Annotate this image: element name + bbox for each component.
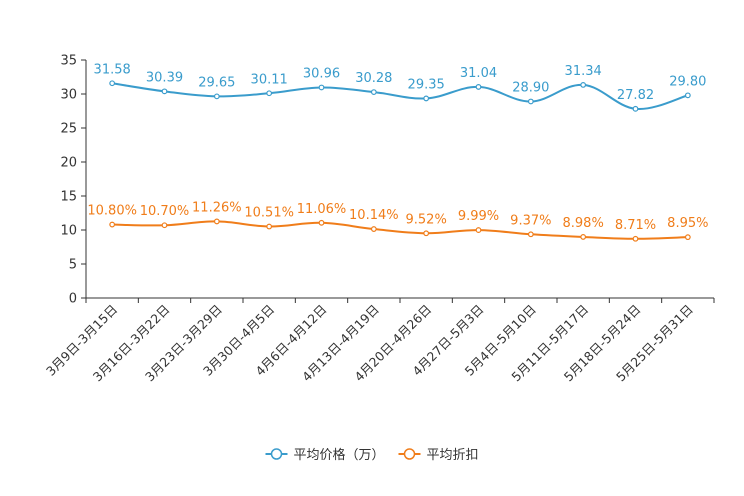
legend-item-1[interactable]: 平均价格（万） — [265, 447, 385, 463]
data-label: 28.90 — [512, 80, 549, 95]
series-line — [112, 82, 689, 110]
series-line — [112, 220, 688, 240]
data-label: 8.71% — [615, 218, 656, 233]
y-tick-label: 5 — [69, 258, 77, 273]
data-label: 29.35 — [408, 77, 445, 92]
data-label: 10.70% — [140, 204, 190, 219]
data-point[interactable] — [318, 219, 325, 226]
data-point[interactable] — [266, 223, 273, 230]
data-label: 31.04 — [460, 66, 497, 81]
series-1: 31.58 30.39 29.65 30.11 30.96 30.28 29.35 31.04… — [94, 62, 706, 112]
data-point[interactable] — [161, 88, 168, 95]
data-point[interactable] — [370, 89, 377, 95]
y-tick-label: 10 — [60, 224, 77, 239]
data-point[interactable] — [370, 226, 377, 232]
y-tick-label: 20 — [60, 156, 77, 171]
series-2: 10.80% 10.70% 11.26% 10.51% 11.06% 10.14% 9.52… — [87, 200, 708, 242]
legend-label: 平均价格（万） — [294, 447, 385, 463]
data-point[interactable] — [109, 80, 116, 87]
data-label: 27.82 — [617, 88, 654, 103]
data-point[interactable] — [527, 98, 534, 105]
data-point[interactable] — [527, 231, 534, 238]
data-label: 31.58 — [94, 62, 131, 77]
data-point[interactable] — [161, 222, 168, 229]
y-tick-label: 35 — [60, 54, 77, 69]
data-label: 10.14% — [349, 208, 399, 223]
data-label: 9.99% — [458, 209, 499, 224]
data-point[interactable] — [213, 218, 220, 225]
data-label: 29.80 — [669, 74, 706, 89]
data-point[interactable] — [684, 234, 691, 241]
data-label: 30.96 — [303, 66, 340, 81]
data-label: 10.80% — [87, 204, 137, 219]
data-label: 9.37% — [510, 213, 551, 228]
data-point[interactable] — [266, 90, 273, 97]
data-label: 11.06% — [297, 202, 347, 217]
data-point[interactable] — [684, 92, 691, 99]
data-label: 30.11 — [251, 72, 288, 87]
data-label: 30.39 — [146, 70, 183, 85]
data-point[interactable] — [475, 84, 482, 90]
legend-circle-icon — [270, 448, 283, 460]
data-label: 8.95% — [667, 216, 708, 231]
y-axis: 0 5 10 15 20 25 30 35 — [60, 54, 87, 307]
data-point[interactable] — [109, 221, 116, 228]
y-tick-label: 25 — [60, 122, 77, 137]
data-label: 10.51% — [244, 206, 294, 221]
data-label: 30.28 — [355, 71, 392, 86]
data-point[interactable] — [475, 227, 482, 233]
data-point[interactable] — [318, 84, 325, 91]
legend-item-2[interactable]: 平均折扣 — [398, 448, 479, 463]
legend[interactable]: 平均价格（万） 平均折扣 — [265, 447, 479, 463]
data-label: 9.52% — [406, 212, 447, 227]
y-tick-label: 0 — [69, 292, 77, 307]
data-point[interactable] — [632, 105, 639, 112]
data-label: 29.65 — [198, 75, 235, 90]
y-tick-label: 15 — [60, 190, 77, 205]
data-point[interactable] — [423, 230, 430, 237]
legend-label: 平均折扣 — [427, 448, 479, 463]
data-point[interactable] — [423, 95, 430, 102]
legend-circle-icon — [403, 448, 416, 460]
data-point[interactable] — [213, 93, 220, 100]
data-point[interactable] — [632, 235, 639, 242]
data-point[interactable] — [580, 81, 587, 88]
data-label: 8.98% — [563, 216, 604, 231]
data-point[interactable] — [580, 234, 587, 240]
series-layer: 31.58 30.39 29.65 30.11 30.96 30.28 29.35 31.04… — [87, 62, 708, 242]
x-axis: 3月9日-3月15日3月16日-3月22日3月23日-3月29日3月30日-4月… — [43, 297, 715, 384]
data-label: 31.34 — [565, 64, 602, 79]
data-label: 11.26% — [192, 200, 242, 215]
y-tick-label: 30 — [60, 88, 77, 103]
